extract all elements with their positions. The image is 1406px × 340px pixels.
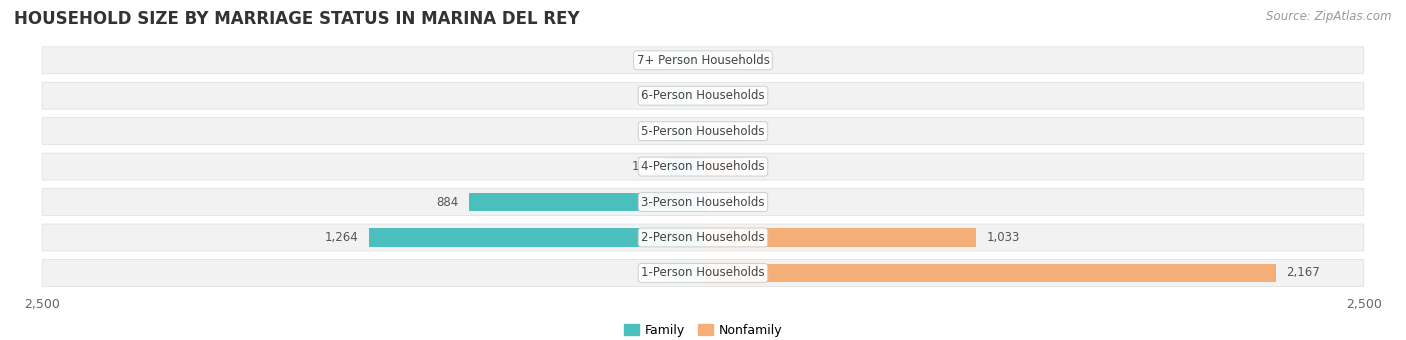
Text: HOUSEHOLD SIZE BY MARRIAGE STATUS IN MARINA DEL REY: HOUSEHOLD SIZE BY MARRIAGE STATUS IN MAR…: [14, 10, 579, 28]
Bar: [703, 228, 976, 247]
Text: 1,033: 1,033: [987, 231, 1019, 244]
Text: 0: 0: [754, 160, 761, 173]
FancyBboxPatch shape: [42, 259, 1364, 286]
Text: 7+ Person Households: 7+ Person Households: [637, 54, 769, 67]
Bar: [664, 86, 703, 105]
Bar: [664, 51, 703, 69]
Bar: [703, 122, 742, 140]
FancyBboxPatch shape: [42, 47, 1364, 74]
Text: 3-Person Households: 3-Person Households: [641, 195, 765, 208]
Legend: Family, Nonfamily: Family, Nonfamily: [619, 319, 787, 340]
FancyBboxPatch shape: [42, 189, 1364, 216]
Text: 4-Person Households: 4-Person Households: [641, 160, 765, 173]
FancyBboxPatch shape: [42, 82, 1364, 109]
Text: 1,264: 1,264: [325, 231, 359, 244]
Bar: [703, 86, 742, 105]
Text: 145: 145: [631, 160, 654, 173]
FancyBboxPatch shape: [42, 224, 1364, 251]
Text: 0: 0: [645, 54, 652, 67]
Bar: [703, 264, 1275, 282]
Text: 0: 0: [645, 267, 652, 279]
Text: 0: 0: [645, 89, 652, 102]
Text: 2-Person Households: 2-Person Households: [641, 231, 765, 244]
Bar: [368, 228, 703, 247]
Text: 884: 884: [436, 195, 458, 208]
Bar: [703, 157, 742, 176]
Bar: [664, 122, 703, 140]
Text: 2,167: 2,167: [1286, 267, 1320, 279]
Text: 5-Person Households: 5-Person Households: [641, 125, 765, 138]
Text: 0: 0: [645, 125, 652, 138]
Text: 0: 0: [754, 125, 761, 138]
Text: 1-Person Households: 1-Person Households: [641, 267, 765, 279]
FancyBboxPatch shape: [42, 153, 1364, 180]
Text: Source: ZipAtlas.com: Source: ZipAtlas.com: [1267, 10, 1392, 23]
Bar: [703, 193, 707, 211]
Text: 0: 0: [754, 89, 761, 102]
Bar: [703, 51, 742, 69]
Text: 6-Person Households: 6-Person Households: [641, 89, 765, 102]
Text: 0: 0: [754, 54, 761, 67]
Bar: [470, 193, 703, 211]
Bar: [664, 264, 703, 282]
FancyBboxPatch shape: [42, 118, 1364, 144]
Bar: [665, 157, 703, 176]
Text: 18: 18: [718, 195, 733, 208]
